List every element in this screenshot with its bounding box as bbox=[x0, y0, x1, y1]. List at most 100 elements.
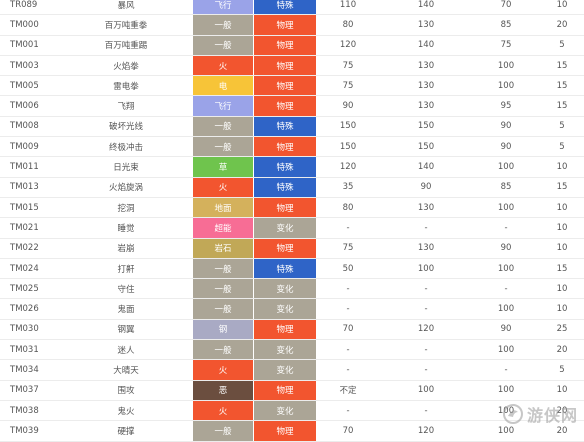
table-row: TM011 日光束 草特殊 120 140 100 10 bbox=[0, 157, 584, 178]
move-power: - bbox=[346, 364, 350, 375]
move-type: 飞行 bbox=[193, 0, 253, 15]
move-pp: - bbox=[504, 283, 508, 294]
move-accuracy: 90 bbox=[420, 182, 432, 193]
move-pp: 100 bbox=[497, 263, 515, 274]
move-type: 钢 bbox=[193, 319, 253, 340]
tm-number: TM008 bbox=[10, 121, 39, 132]
move-name: 暴风 bbox=[117, 0, 135, 11]
move-power: - bbox=[346, 222, 350, 233]
move-accuracy: 130 bbox=[417, 60, 435, 71]
move-type: 一般 bbox=[193, 35, 253, 55]
move-power: 120 bbox=[339, 40, 357, 51]
move-power: 90 bbox=[342, 101, 354, 112]
move-category: 变化 bbox=[254, 360, 316, 380]
table-row: TM024 打鼾 一般 特殊 50 100 100 15 bbox=[0, 258, 584, 280]
move-last-value: 10 bbox=[556, 243, 568, 254]
move-name: 迷人 bbox=[117, 345, 135, 356]
move-pp: 100 bbox=[497, 405, 515, 416]
move-pp: 95 bbox=[500, 101, 512, 112]
move-category: 特殊 bbox=[254, 177, 316, 197]
move-pp: 100 bbox=[497, 385, 515, 396]
move-power: - bbox=[346, 344, 350, 355]
tm-number: TM031 bbox=[10, 344, 39, 355]
table-row: TM031 迷人 一般 变化 - - 100 20 bbox=[0, 340, 584, 361]
move-accuracy: 130 bbox=[417, 243, 435, 254]
move-type: 火 bbox=[193, 55, 253, 76]
tm-number: TM015 bbox=[10, 202, 39, 213]
tm-number: TM009 bbox=[10, 141, 39, 152]
move-pp: 100 bbox=[497, 80, 515, 91]
move-pp: 100 bbox=[497, 162, 515, 173]
move-accuracy: - bbox=[424, 283, 428, 294]
table-row: TM001 百万吨重踢 一般 物理 120 140 75 5 bbox=[0, 35, 584, 56]
move-accuracy: 100 bbox=[417, 263, 435, 274]
move-pp: 85 bbox=[500, 19, 512, 30]
move-category: 特殊 bbox=[254, 258, 316, 279]
move-type: 一般 bbox=[193, 299, 253, 319]
move-type: 电 bbox=[193, 76, 253, 96]
move-name: 终极冲击 bbox=[108, 142, 143, 153]
move-accuracy: 130 bbox=[417, 202, 435, 213]
move-type: 恶 bbox=[193, 380, 253, 400]
tm-number: TM024 bbox=[10, 263, 39, 274]
table-row: TM034 大晴天 火变化 - - - 5 bbox=[0, 360, 584, 381]
move-category: 特殊 bbox=[254, 0, 316, 15]
move-category: 特殊 bbox=[254, 116, 316, 137]
move-type: 火 bbox=[193, 400, 253, 421]
move-type: 一般 bbox=[193, 15, 253, 35]
tm-number: TR089 bbox=[10, 0, 38, 10]
tm-number: TM013 bbox=[10, 182, 39, 193]
tm-number: TM005 bbox=[10, 80, 39, 91]
move-power: 80 bbox=[342, 202, 354, 213]
move-last-value: 15 bbox=[556, 182, 568, 193]
table-row: TM008 破坏光线 一般 特殊 150 150 90 5 bbox=[0, 116, 584, 138]
move-power: 120 bbox=[339, 162, 357, 173]
move-last-value: 5 bbox=[559, 141, 565, 152]
move-accuracy: 140 bbox=[417, 40, 435, 51]
move-last-value: 10 bbox=[556, 162, 568, 173]
move-power: 70 bbox=[342, 324, 354, 335]
table-row: TM022 岩崩 岩石 物理 75 130 90 10 bbox=[0, 238, 584, 259]
tm-number: TM022 bbox=[10, 243, 39, 254]
move-type: 火 bbox=[193, 177, 253, 197]
move-category: 特殊 bbox=[254, 157, 316, 177]
table-row: TM009 终极冲击 一般 物理 150 150 90 5 bbox=[0, 137, 584, 158]
move-type: 一般 bbox=[193, 116, 253, 137]
move-category: 变化 bbox=[254, 218, 316, 238]
watermark: 游侠网 bbox=[502, 402, 578, 426]
tm-number: TM039 bbox=[10, 425, 39, 436]
move-name: 破坏光线 bbox=[108, 122, 143, 133]
table-row: TM021 睡觉 超能 变化 - - - 10 bbox=[0, 218, 584, 239]
tm-number: TM034 bbox=[10, 364, 39, 375]
tm-number: TM025 bbox=[10, 283, 39, 294]
move-name: 百万吨重拳 bbox=[104, 20, 148, 31]
tm-number: TM030 bbox=[10, 324, 39, 335]
move-pp: 100 bbox=[497, 304, 515, 315]
move-accuracy: 100 bbox=[417, 385, 435, 396]
table-row: TM015 挖洞 地面 物理 80 130 100 10 bbox=[0, 197, 584, 219]
move-category: 物理 bbox=[254, 238, 316, 258]
move-power: 70 bbox=[342, 425, 354, 436]
move-power: 110 bbox=[339, 0, 357, 10]
move-accuracy: 120 bbox=[417, 324, 435, 335]
move-category: 物理 bbox=[254, 76, 316, 96]
table-row: TM039 硬撑 一般 物理 70 120 100 20 bbox=[0, 421, 584, 442]
move-type: 一般 bbox=[193, 258, 253, 279]
move-type: 岩石 bbox=[193, 238, 253, 258]
move-name: 鬼面 bbox=[117, 305, 135, 316]
move-type: 一般 bbox=[193, 421, 253, 441]
move-last-value: 10 bbox=[556, 202, 568, 213]
move-type: 火 bbox=[193, 360, 253, 380]
move-power: 35 bbox=[342, 182, 354, 193]
move-power: - bbox=[346, 283, 350, 294]
table-row: TM038 鬼火 火变化 - - 100 20 bbox=[0, 400, 584, 422]
move-type: 超能 bbox=[193, 218, 253, 238]
move-power: 75 bbox=[342, 60, 354, 71]
tm-number: TM037 bbox=[10, 385, 39, 396]
move-pp: - bbox=[504, 222, 508, 233]
move-type: 地面 bbox=[193, 197, 253, 218]
move-power: 50 bbox=[342, 263, 354, 274]
table-row: TM000 百万吨重拳 一般 物理 80 130 85 20 bbox=[0, 15, 584, 36]
table-row: TM030 钢翼 钢物理 70 120 90 25 bbox=[0, 319, 584, 341]
